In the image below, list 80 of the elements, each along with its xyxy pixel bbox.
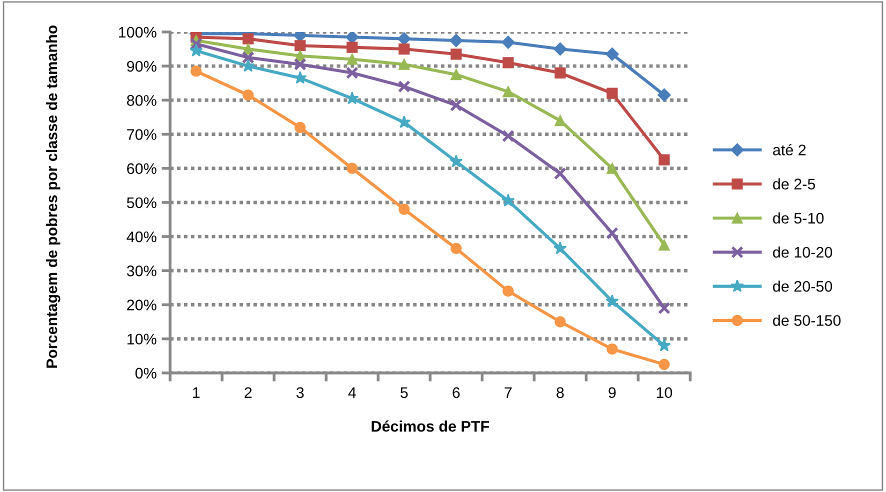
point — [346, 162, 358, 174]
point — [450, 99, 462, 112]
point — [242, 33, 254, 44]
y-tick-label: 100% — [119, 26, 156, 38]
y-tick-label: 40% — [126, 231, 156, 242]
point — [398, 115, 411, 128]
x-tick-label: 2 — [244, 387, 252, 398]
point — [398, 58, 410, 70]
point — [658, 302, 670, 314]
legend-label: de 50-150 — [773, 314, 841, 326]
point — [606, 226, 618, 240]
point — [346, 42, 358, 53]
point — [554, 67, 566, 78]
point — [190, 66, 202, 77]
point — [658, 338, 671, 352]
point — [554, 42, 567, 56]
point — [658, 88, 671, 102]
x-tick-label: 10 — [656, 387, 672, 398]
point — [502, 86, 514, 98]
point — [398, 204, 410, 215]
point — [658, 154, 670, 166]
point — [554, 242, 567, 254]
point — [398, 43, 410, 55]
point — [502, 36, 515, 49]
x-tick-label: 9 — [608, 387, 616, 398]
x-tick-label: 8 — [556, 387, 564, 398]
y-axis-title: Porcentagem de pobres por classe de tamanho — [46, 25, 60, 368]
x-tick-label: 1 — [193, 387, 200, 398]
point — [554, 316, 566, 328]
legend-label: de 5-10 — [773, 212, 824, 224]
y-tick-label: 10% — [128, 334, 156, 345]
legend-label: de 20-50 — [773, 280, 832, 292]
point — [502, 286, 514, 297]
point — [450, 242, 462, 254]
point — [606, 162, 618, 174]
y-tick-label: 80% — [127, 95, 156, 106]
point — [294, 40, 306, 52]
point — [242, 90, 254, 101]
point — [242, 51, 254, 64]
y-tick-label: 30% — [126, 266, 156, 276]
point — [502, 57, 514, 68]
legend-label: até 2 — [773, 144, 806, 156]
y-tick-label: 0% — [135, 368, 156, 379]
y-tick-label: 20% — [127, 300, 156, 310]
point — [554, 167, 566, 180]
point — [606, 88, 618, 99]
x-axis-title: Décimos de PTF — [372, 420, 490, 432]
point — [502, 130, 514, 142]
point — [606, 48, 619, 61]
point — [554, 115, 566, 126]
point — [293, 71, 307, 84]
y-tick-label: 60% — [127, 163, 156, 174]
point — [658, 240, 670, 251]
legend-label: de 10-20 — [773, 246, 832, 258]
point — [450, 154, 463, 168]
x-tick-label: 5 — [400, 387, 408, 398]
point — [502, 194, 515, 207]
point — [398, 32, 411, 46]
point — [294, 122, 306, 134]
point — [346, 54, 358, 65]
point — [398, 80, 410, 93]
x-tick-label: 4 — [348, 387, 356, 398]
point — [294, 58, 306, 71]
point — [450, 69, 462, 80]
x-tick-label: 6 — [452, 387, 460, 398]
point — [606, 294, 619, 308]
y-tick-label: 70% — [127, 129, 156, 140]
point — [346, 92, 359, 104]
point — [450, 34, 463, 48]
point — [658, 358, 670, 370]
y-tick-label: 90% — [127, 60, 156, 72]
x-tick-label: 3 — [296, 387, 304, 398]
point — [346, 66, 358, 80]
legend-label: de 2-5 — [773, 178, 816, 190]
point — [189, 44, 203, 56]
x-tick-label: 7 — [504, 387, 512, 398]
point — [346, 32, 359, 44]
point — [606, 344, 618, 355]
point — [450, 48, 462, 60]
y-tick-label: 50% — [126, 197, 156, 208]
